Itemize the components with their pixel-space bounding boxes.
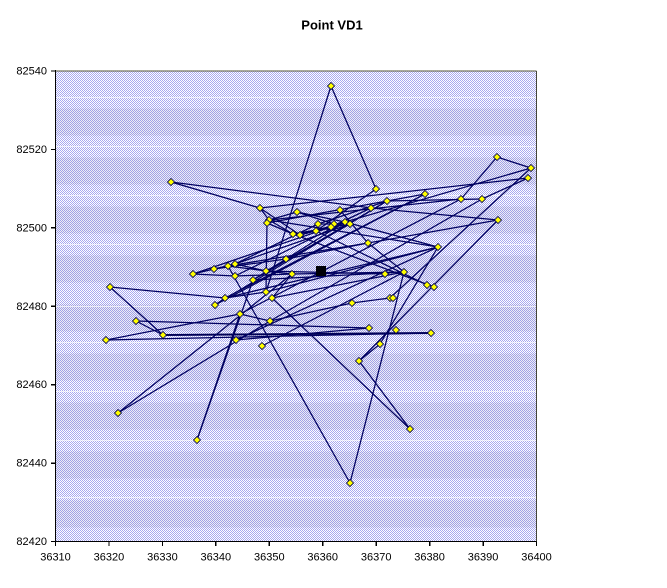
svg-text:36340: 36340: [201, 552, 232, 564]
svg-text:82420: 82420: [16, 536, 47, 548]
svg-text:36350: 36350: [254, 552, 285, 564]
svg-text:82480: 82480: [16, 301, 47, 313]
svg-text:Point VD1: Point VD1: [301, 18, 362, 33]
svg-text:36360: 36360: [307, 552, 338, 564]
svg-text:36370: 36370: [361, 552, 392, 564]
svg-text:82440: 82440: [16, 458, 47, 470]
svg-text:36380: 36380: [414, 552, 445, 564]
svg-text:36320: 36320: [94, 552, 125, 564]
svg-text:36330: 36330: [147, 552, 178, 564]
svg-text:82460: 82460: [16, 379, 47, 391]
svg-text:36310: 36310: [40, 552, 71, 564]
svg-text:82500: 82500: [16, 222, 47, 234]
svg-text:82540: 82540: [16, 66, 47, 78]
svg-text:36400: 36400: [521, 552, 552, 564]
svg-text:82520: 82520: [16, 144, 47, 156]
svg-text:36390: 36390: [468, 552, 499, 564]
